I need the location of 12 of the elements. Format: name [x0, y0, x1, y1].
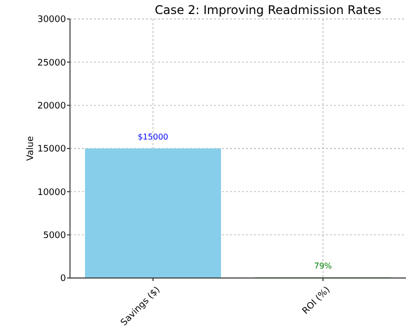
chart-title: Case 2: Improving Readmission Rates: [154, 3, 382, 17]
data-label: 79%: [314, 261, 332, 270]
y-tick-label: 0: [60, 274, 66, 284]
y-tick-label: 25000: [37, 58, 66, 68]
x-tick-label: ROI (%): [300, 285, 332, 317]
y-tick-label: 15000: [37, 144, 66, 155]
data-label: $15000: [138, 132, 168, 142]
y-tick-label: 10000: [37, 188, 66, 198]
y-tick-label: 30000: [37, 15, 66, 26]
y-tick-label: 20000: [37, 101, 66, 112]
y-axis-title: Value: [26, 136, 36, 161]
y-tick-label: 5000: [43, 230, 66, 241]
